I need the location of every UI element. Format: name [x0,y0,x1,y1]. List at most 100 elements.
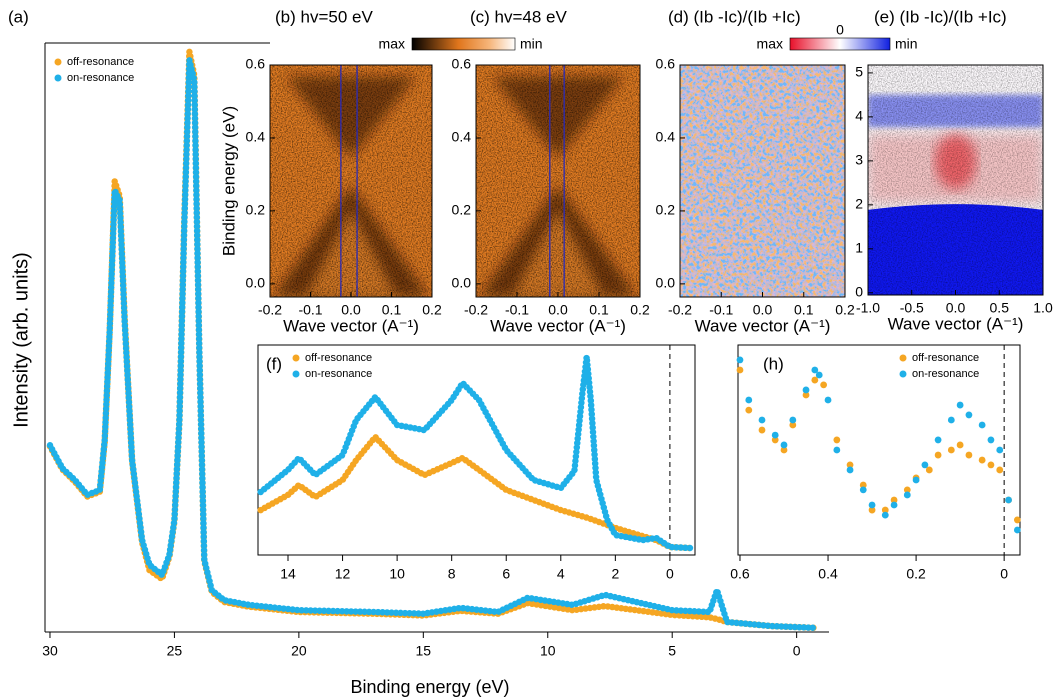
frame [737,344,1021,556]
x-tick-label: -0.1 [298,302,322,318]
x-tick-label: 25 [167,643,183,659]
panel-label: (f) [266,354,282,373]
x-tick-label: 0.1 [794,302,814,318]
x-tick-label: 0.1 [382,302,402,318]
series-points [257,433,695,552]
point [1013,526,1021,534]
title: (b) hv=50 eV [275,7,373,26]
legend-marker [292,354,300,362]
point [811,376,819,384]
point [921,461,929,469]
point [947,446,955,454]
colorbar [789,37,891,51]
series-points [257,353,695,552]
point [833,436,841,444]
x-tick-label: 15 [416,643,432,659]
point [956,401,964,409]
point [890,496,898,504]
colorbar-label: max [757,36,783,52]
y-tick-label: 0.4 [246,129,266,145]
point [996,446,1004,454]
x-tick-label: 2 [611,566,619,582]
point [934,436,942,444]
x-tick-label: 10 [540,643,556,659]
heatmap [270,65,432,297]
point [996,466,1004,474]
y-tick-label: 1 [855,240,863,256]
point [789,416,797,424]
x-tick-label: 6 [502,566,510,582]
colorbar-label: min [520,36,543,52]
title: (d) (Ib -Ic)/(Ib +Ic) [668,7,801,26]
heatmap [476,65,640,297]
point [736,366,744,374]
x-tick-label: 10 [389,566,405,582]
point [780,441,788,449]
x-tick-label: 0 [666,566,674,582]
point [780,446,788,454]
point [925,466,933,474]
series-points [46,56,820,632]
legend-label: off-resonance [912,352,979,364]
x-tick-label: -0.2 [258,302,282,318]
y-tick-label: 0.0 [452,275,472,291]
legend-marker [54,58,62,66]
x-tick-label: 0.1 [589,302,609,318]
y-tick-label: 0.6 [246,56,266,72]
point [802,391,810,399]
point [987,461,995,469]
legend-marker [292,370,300,378]
point [745,406,753,414]
x-axis-label: Wave vector (A⁻¹) [283,316,419,335]
x-axis-label: Binding energy (eV) [350,677,509,697]
point [903,491,911,499]
y-tick-label: 0.4 [656,129,676,145]
point [956,441,964,449]
x-tick-label: 0.2 [630,302,650,318]
point [987,436,995,444]
y-tick-label: 0.0 [246,275,266,291]
x-tick-label: 12 [335,566,351,582]
point [846,466,854,474]
x-tick-label: 0.2 [906,566,926,582]
x-tick-label: 30 [42,643,58,659]
legend-marker [54,74,62,82]
y-tick-label: 0.6 [452,56,472,72]
y-axis-label: Binding energy (eV) [219,106,238,256]
point [859,486,867,494]
x-axis-label: Wave vector (A⁻¹) [695,316,831,335]
x-tick-label: -1.0 [856,300,880,316]
point [1005,496,1012,504]
x-tick-label: 5 [668,643,676,659]
legend-marker [899,354,907,362]
legend-label: on-resonance [305,368,372,380]
point [912,476,920,484]
x-tick-label: 1.0 [1033,300,1053,316]
y-tick-label: 4 [855,108,863,124]
point [758,426,766,434]
point [947,416,955,424]
frame [257,344,696,556]
y-tick-label: 2 [855,196,863,212]
point [789,421,797,429]
point [934,451,942,459]
point [965,411,973,419]
legend-label: on-resonance [67,72,134,84]
x-tick-label: 0.0 [341,302,361,318]
colorbar [411,37,516,51]
inset-background [258,345,695,555]
y-tick-label: 0.2 [452,202,472,218]
legend-label: on-resonance [912,368,979,380]
x-tick-label: 0.6 [730,566,750,582]
y-tick-label: 5 [855,64,863,80]
colorbar-label: 0 [836,22,844,38]
y-tick-label: 0.4 [452,129,472,145]
point [745,396,753,404]
legend-marker [899,370,907,378]
y-tick-label: 0.6 [656,56,676,72]
legend-label: off-resonance [305,352,372,364]
y-axis-label: Intensity (arb. units) [10,252,32,428]
x-tick-label: 0 [793,643,801,659]
point [881,511,889,519]
panel-label: (a) [8,7,29,26]
